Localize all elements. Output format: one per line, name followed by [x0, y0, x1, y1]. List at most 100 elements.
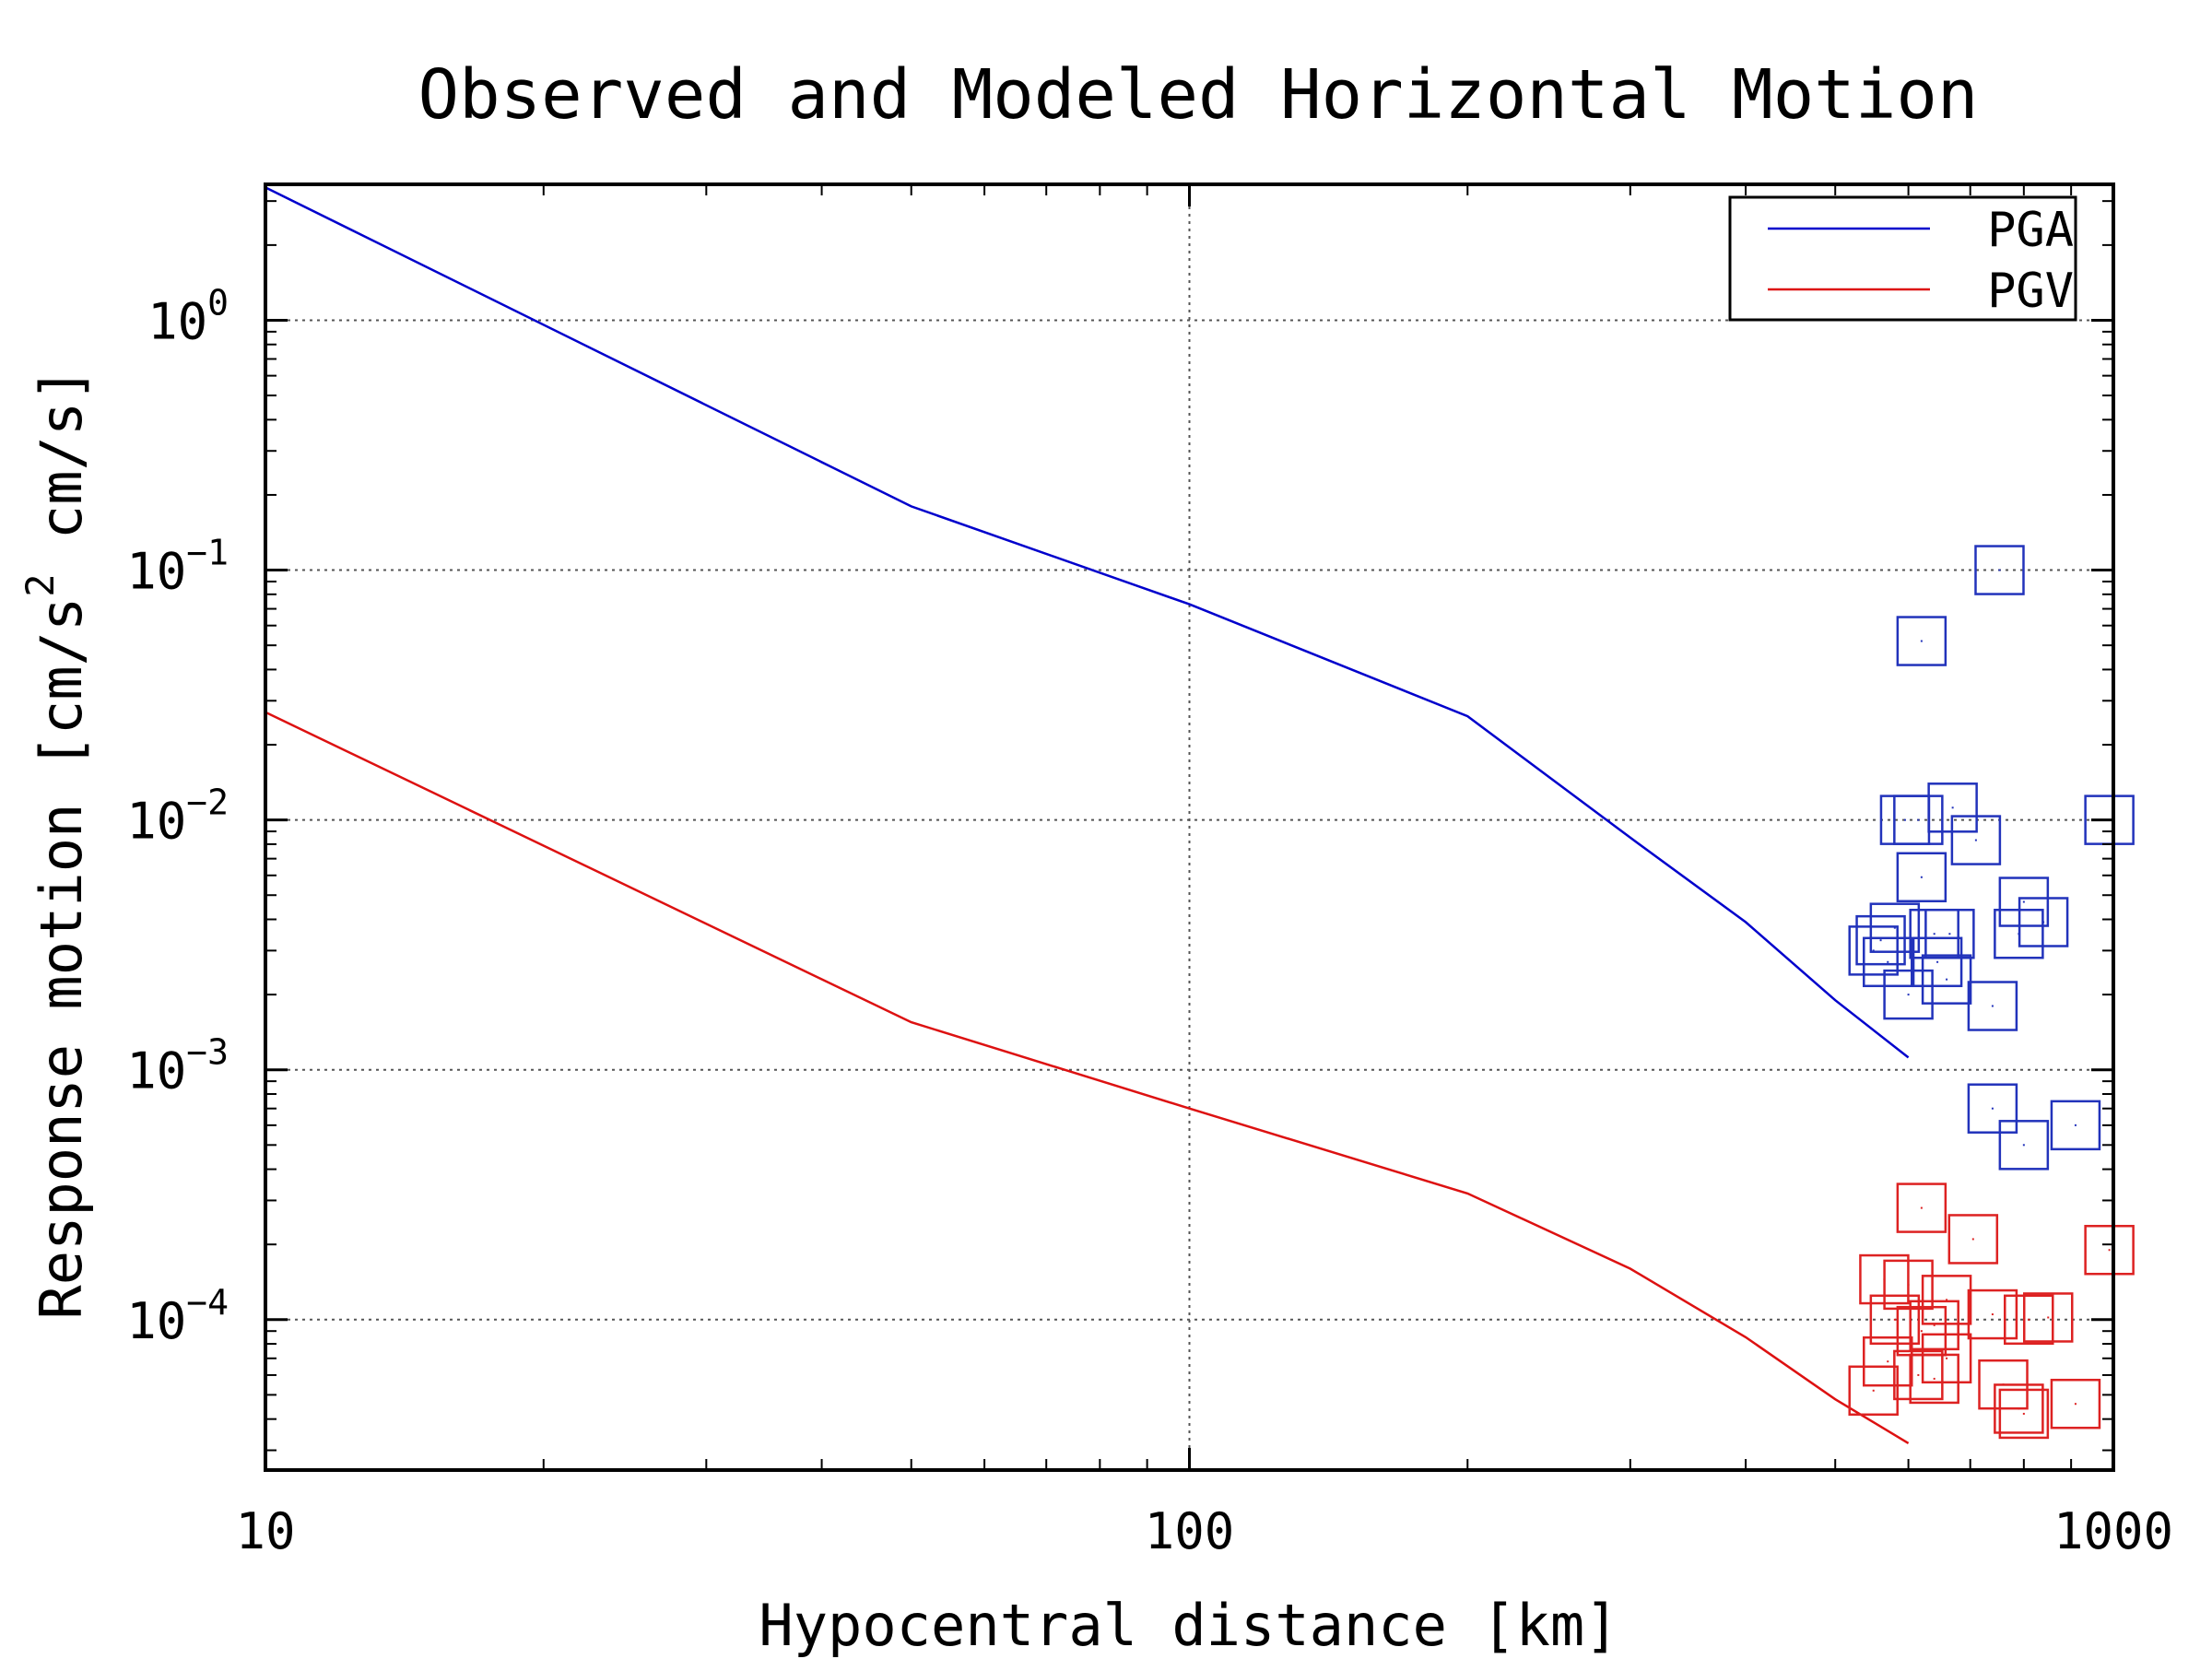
data-point-dot-pga-observed: [1887, 960, 1889, 963]
data-point-dot-pga-observed: [1948, 933, 1951, 935]
y-axis-label-exponent: 2: [18, 573, 63, 596]
data-point-dot-pgv-observed: [1907, 1283, 1910, 1286]
y-tick-label: 10−2: [126, 782, 229, 851]
data-point-pgv-observed: [1967, 1288, 2018, 1340]
series-line-pgv: [265, 711, 1910, 1444]
data-point-pga-observed: [2018, 897, 2069, 947]
y-axis-label-main: Response motion [cm/s: [28, 597, 95, 1320]
data-point-dot-pgv-observed: [2047, 1316, 2050, 1319]
x-axis-label: Hypocentral distance [km]: [759, 1592, 1618, 1659]
data-point-dot-pgv-observed: [1933, 1324, 1936, 1326]
y-tick-label-exponent: 0: [207, 282, 229, 323]
y-tick-label-exponent: −4: [186, 1282, 229, 1323]
data-point-pgv-observed: [1848, 1365, 1899, 1417]
grid: [265, 184, 2113, 1470]
data-point-pgv-observed: [1947, 1214, 1999, 1265]
x-tick-label: 1000: [2053, 1502, 2173, 1560]
data-point-dot-pga-observed: [1933, 933, 1936, 935]
data-point-pgv-observed: [1869, 1294, 1921, 1346]
data-point-pga-observed: [1998, 1120, 2050, 1171]
data-point-dot-pgv-observed: [1872, 1389, 1875, 1392]
data-point-pgv-observed: [1893, 1349, 1944, 1401]
x-tick-label: 10: [235, 1502, 295, 1560]
data-point-dot-pga-observed: [1951, 806, 1954, 809]
data-point-pgv-observed: [2084, 1224, 2135, 1276]
data-point-dot-pgv-observed: [1946, 1299, 1948, 1301]
data-point-pga-observed: [1863, 936, 1913, 988]
data-point-dot-pgv-observed: [1971, 1238, 1974, 1241]
y-axis-label: Response motion [cm/s2 cm/s]: [18, 367, 95, 1319]
data-point-dot-pgv-observed: [1946, 1357, 1948, 1359]
data-point-dot-pga-observed: [1936, 960, 1939, 963]
y-axis-label-unit: cm/s]: [28, 367, 95, 573]
data-point-pga-observed: [1967, 981, 2018, 1031]
data-point-dot-pga-observed: [2022, 900, 2025, 903]
data-point-dot-pga-observed: [1920, 876, 1923, 878]
data-point-pga-observed: [1883, 969, 1934, 1020]
data-point-pga-observed: [1893, 794, 1944, 845]
y-tick-label-base: 10: [126, 543, 186, 601]
data-point-pgv-observed: [1896, 1182, 1947, 1233]
y-tick-label-exponent: −1: [186, 533, 229, 573]
y-tick-label-exponent: −3: [186, 1032, 229, 1073]
y-tick-label-base: 10: [126, 1042, 186, 1100]
data-point-pga-observed: [2050, 1100, 2101, 1151]
y-tick-label-base: 10: [126, 1292, 186, 1350]
data-point-pgv-observed: [1994, 1383, 2044, 1434]
data-point-dot-pga-observed: [2042, 921, 2045, 924]
data-point-dot-pga-observed: [1903, 818, 1906, 821]
data-point-dot-pgv-observed: [1991, 1313, 1994, 1316]
data-point-dot-pga-observed: [1946, 978, 1948, 981]
y-tick-label-base: 10: [147, 292, 207, 350]
data-point-pgv-observed: [2004, 1294, 2054, 1346]
data-point-pga-observed: [1896, 852, 1947, 903]
data-point-dot-pga-observed: [1974, 839, 1977, 841]
data-point-dot-pga-observed: [1907, 994, 1910, 996]
data-point-dot-pgv-observed: [1893, 1318, 1896, 1321]
data-point-pgv-observed: [1909, 1353, 1959, 1405]
data-point-pga-observed: [1848, 925, 1899, 976]
data-point-dot-pgv-observed: [2108, 1249, 2111, 1252]
legend-box: [1728, 195, 2077, 322]
data-point-pga-observed: [1924, 908, 1975, 959]
data-point-dot-pgv-observed: [2022, 1412, 2025, 1415]
legend-label-pga: PGA: [1987, 203, 2074, 258]
data-point-dot-pga-observed: [2074, 1124, 2077, 1126]
data-point-dot-pgv-observed: [1917, 1373, 1920, 1376]
legend-label-pgv: PGV: [1987, 264, 2074, 319]
y-tick-label-exponent: −2: [186, 782, 229, 823]
data-point-pga-observed: [1921, 954, 1972, 1005]
y-tick-label: 10−1: [126, 533, 229, 601]
data-point-dot-pgv-observed: [2074, 1403, 2077, 1406]
data-point-dot-pga-observed: [1872, 949, 1875, 952]
data-point-dot-pgv-observed: [2018, 1407, 2020, 1410]
ticks: [264, 184, 2115, 1470]
data-point-pga-observed: [1967, 1083, 2018, 1134]
data-point-pgv-observed: [1863, 1335, 1913, 1387]
data-point-pga-observed: [1974, 545, 2025, 595]
series-line-pga: [265, 186, 1910, 1059]
data-point-pgv-observed: [2050, 1378, 2101, 1430]
y-tick-label: 10−3: [126, 1032, 229, 1100]
data-point-pgv-observed: [1909, 1300, 1959, 1351]
data-point-pga-observed: [1912, 936, 1963, 988]
data-point-dot-pga-observed: [1893, 926, 1896, 929]
data-point-pga-observed: [1855, 914, 1906, 966]
data-point-dot-pga-observed: [1879, 939, 1882, 942]
data-point-dot-pga-observed: [1998, 569, 2001, 571]
data-point-dot-pgv-observed: [1933, 1377, 1936, 1380]
data-point-dot-pgv-observed: [2028, 1318, 2030, 1321]
data-point-pga-observed: [1869, 902, 1921, 953]
data-point-dot-pga-observed: [1917, 818, 1920, 821]
y-tick-label: 100: [147, 282, 229, 350]
chart-title: Observed and Modeled Horizontal Motion: [418, 55, 1979, 135]
data-point-pgv-observed: [2022, 1292, 2074, 1343]
data-point-pga-observed: [1896, 616, 1947, 666]
y-tick-label: 10−4: [126, 1282, 229, 1350]
data-point-dot-pgv-observed: [1920, 1206, 1923, 1209]
y-tick-label-base: 10: [126, 793, 186, 851]
data-point-dot-pga-observed: [1991, 1107, 1994, 1110]
x-tick-label: 100: [1145, 1502, 1235, 1560]
